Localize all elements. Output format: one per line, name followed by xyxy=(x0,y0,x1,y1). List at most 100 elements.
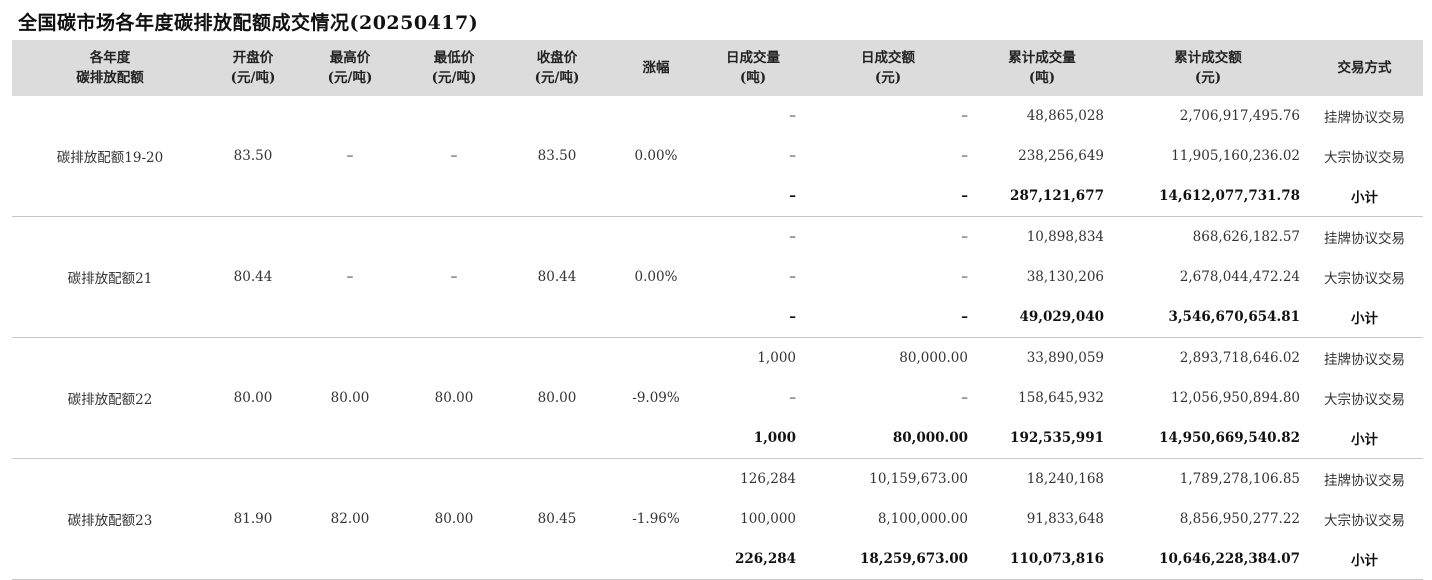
high-price-cell: – xyxy=(298,96,402,217)
page-title: 全国碳市场各年度碳排放配额成交情况(20250417) xyxy=(18,12,479,34)
table-row: 碳排放配额21 80.44– –80.44 0.00% – –10,898,834 868,… xyxy=(12,216,1423,338)
trade-method-cell: 挂牌协议交易 xyxy=(1324,110,1405,126)
cum-volume-cell: 110,073,816 xyxy=(974,539,1110,580)
daily-volume-cell: 126,284 xyxy=(740,471,796,487)
trade-method-cell: 大宗协议交易 xyxy=(1324,513,1405,529)
change-cell: -1.96% xyxy=(608,458,704,580)
subtotal-row: – –49,029,040 3,546,670,654.81 小计 xyxy=(12,297,1423,338)
daily-volume-cell: – xyxy=(704,176,802,217)
table-row: 碳排放配额22 80.00 80.00 80.00 80.00 -9.09% 1,000 80… xyxy=(12,337,1423,459)
open-price-cell: 81.90 xyxy=(208,458,298,580)
cum-volume-cell: 192,535,991 xyxy=(974,418,1110,459)
header-cum-amount: 累计成交额 (元) xyxy=(1110,40,1306,96)
cum-volume-cell: 48,865,028 xyxy=(1026,108,1104,124)
daily-amount-cell: 8,100,000.00 xyxy=(877,511,968,527)
header-open-price: 开盘价 (元/吨) xyxy=(208,40,298,96)
cum-amount-cell: 2,706,917,495.76 xyxy=(1179,108,1300,124)
daily-volume-cell: 226,284 xyxy=(704,539,802,580)
cum-amount-cell: 8,856,950,277.22 xyxy=(1179,511,1300,527)
cum-volume-cell: 10,898,834 xyxy=(1026,229,1104,245)
cum-volume-cell: 38,130,206 xyxy=(1026,269,1104,285)
header-daily-amount: 日成交额 (元) xyxy=(802,40,974,96)
trade-method-cell: 大宗协议交易 xyxy=(1324,150,1405,166)
close-price-cell: 80.45 xyxy=(506,458,608,580)
change-cell: 0.00% xyxy=(608,96,704,217)
daily-amount-cell: – xyxy=(961,269,968,285)
cum-amount-cell: 2,678,044,472.24 xyxy=(1179,269,1300,285)
table-row: 碳排放配额19-20 83.50– –83.50 0.00% – –48,865,028 2… xyxy=(12,96,1423,217)
cum-volume-cell: 49,029,040 xyxy=(974,297,1110,338)
trade-method-cell: 小计 xyxy=(1306,539,1423,580)
header-year-quota: 各年度 碳排放配额 xyxy=(12,40,208,96)
header-low-price: 最低价 (元/吨) xyxy=(402,40,506,96)
daily-volume-cell: 1,000 xyxy=(704,418,802,459)
low-price-cell: – xyxy=(402,216,506,338)
change-cell: -9.09% xyxy=(608,337,704,459)
trade-method-cell: 大宗协议交易 xyxy=(1324,271,1405,287)
cum-amount-cell: 10,646,228,384.07 xyxy=(1110,539,1306,580)
cum-volume-cell: 18,240,168 xyxy=(1026,471,1104,487)
header-daily-volume: 日成交量 (吨) xyxy=(704,40,802,96)
daily-volume-cell: 100,000 xyxy=(740,511,796,527)
daily-volume-cell: – xyxy=(789,148,796,164)
subtotal-row: 1,000 80,000.00 192,535,991 14,950,669,540.… xyxy=(12,418,1423,459)
header-change: 涨幅 xyxy=(608,40,704,96)
daily-amount-cell: 18,259,673.00 xyxy=(802,539,974,580)
table-row: – – 38,130,206 2,678,044,472.24 大宗协议交易 xyxy=(12,257,1423,297)
daily-amount-cell: – xyxy=(802,297,974,338)
table-row: – – 238,256,649 11,905,160,236.02 大宗协议交易 xyxy=(12,136,1423,176)
cum-amount-cell: 1,789,278,106.85 xyxy=(1179,471,1300,487)
low-price-cell: 80.00 xyxy=(402,458,506,580)
cum-amount-cell: 2,893,718,646.02 xyxy=(1179,350,1300,366)
high-price-cell: 82.00 xyxy=(298,458,402,580)
header-method: 交易方式 xyxy=(1306,40,1423,96)
cum-volume-cell: 287,121,677 xyxy=(974,176,1110,217)
daily-amount-cell: 80,000.00 xyxy=(802,418,974,459)
header-high-price: 最高价 (元/吨) xyxy=(298,40,402,96)
subtotal-row: – –287,121,677 14,612,077,731.78 小计 xyxy=(12,176,1423,217)
header-close-price: 收盘价 (元/吨) xyxy=(506,40,608,96)
daily-volume-cell: – xyxy=(789,390,796,406)
daily-amount-cell: 10,159,673.00 xyxy=(869,471,968,487)
cum-amount-cell: 14,950,669,540.82 xyxy=(1110,418,1306,459)
low-price-cell: – xyxy=(402,96,506,217)
trade-method-cell: 挂牌协议交易 xyxy=(1324,352,1405,368)
close-price-cell: 80.44 xyxy=(506,216,608,338)
subtotal-row: 226,284 18,259,673.00 110,073,816 10,646,22… xyxy=(12,539,1423,580)
quota-name-cell: 碳排放配额22 xyxy=(12,337,208,459)
close-price-cell: 80.00 xyxy=(506,337,608,459)
daily-amount-cell: – xyxy=(802,176,974,217)
daily-amount-cell: – xyxy=(961,390,968,406)
change-cell: 0.00% xyxy=(608,216,704,338)
open-price-cell: 83.50 xyxy=(208,96,298,217)
cum-amount-cell: 14,612,077,731.78 xyxy=(1110,176,1306,217)
table-row: 碳排放配额23 81.90 82.00 80.00 80.45 -1.96% 126,284… xyxy=(12,458,1423,580)
cum-amount-cell: 11,905,160,236.02 xyxy=(1171,148,1300,164)
open-price-cell: 80.44 xyxy=(208,216,298,338)
cum-amount-cell: 868,626,182.57 xyxy=(1192,229,1300,245)
cum-volume-cell: 158,645,932 xyxy=(1018,390,1104,406)
table-row: – – 158,645,932 12,056,950,894.80 大宗协议交易 xyxy=(12,378,1423,418)
daily-volume-cell: – xyxy=(789,269,796,285)
trade-method-cell: 小计 xyxy=(1306,418,1423,459)
trade-method-cell: 小计 xyxy=(1306,297,1423,338)
daily-volume-cell: – xyxy=(704,297,802,338)
header-cum-volume: 累计成交量 (吨) xyxy=(974,40,1110,96)
open-price-cell: 80.00 xyxy=(208,337,298,459)
table-header-row: 各年度 碳排放配额 开盘价 (元/吨) 最高价 (元/吨) 最低价 (元/吨) 收盘价(… xyxy=(12,40,1423,96)
high-price-cell: 80.00 xyxy=(298,337,402,459)
daily-amount-cell: – xyxy=(961,108,968,124)
cum-volume-cell: 238,256,649 xyxy=(1018,148,1104,164)
quota-name-cell: 碳排放配额21 xyxy=(12,216,208,338)
quota-name-cell: 碳排放配额23 xyxy=(12,458,208,580)
daily-amount-cell: – xyxy=(961,229,968,245)
trade-method-cell: 小计 xyxy=(1306,176,1423,217)
cum-amount-cell: 3,546,670,654.81 xyxy=(1110,297,1306,338)
cum-amount-cell: 12,056,950,894.80 xyxy=(1171,390,1300,406)
trade-method-cell: 挂牌协议交易 xyxy=(1324,231,1405,247)
cum-volume-cell: 91,833,648 xyxy=(1026,511,1104,527)
daily-volume-cell: 1,000 xyxy=(757,350,796,366)
cum-volume-cell: 33,890,059 xyxy=(1026,350,1104,366)
trade-method-cell: 大宗协议交易 xyxy=(1324,392,1405,408)
high-price-cell: – xyxy=(298,216,402,338)
